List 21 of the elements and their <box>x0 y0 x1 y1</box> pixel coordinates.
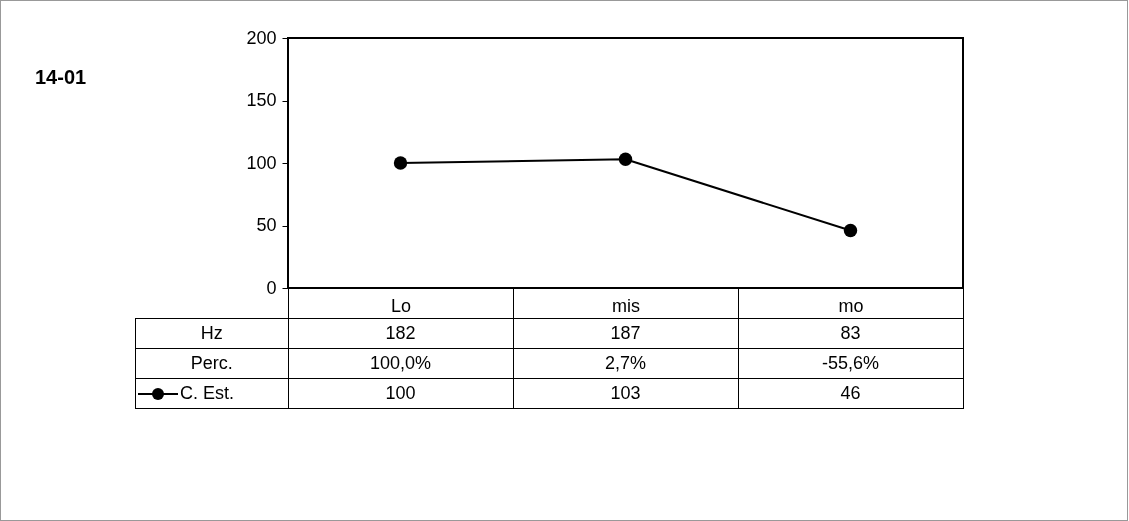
text: 187 <box>610 322 641 343</box>
y-tick-label: 150 <box>246 90 277 110</box>
y-tick-label: 200 <box>246 27 277 48</box>
data-label: 100 <box>288 378 513 408</box>
y-tick-label: 0 <box>266 277 277 298</box>
text: 83 <box>840 322 861 343</box>
text: Hz <box>135 318 288 348</box>
text: 2,7% <box>604 352 647 373</box>
text: 100,0% <box>369 352 432 373</box>
data-label: 103 <box>513 378 738 408</box>
y-tick-label: 100 <box>246 152 277 173</box>
y-tick-label: 50 <box>256 215 277 235</box>
text: Perc. <box>135 348 288 378</box>
text: 14-01 <box>35 66 87 89</box>
x-tick-label: Lo <box>390 295 412 316</box>
legend-label: C. Est. <box>135 378 288 408</box>
text: 182 <box>385 322 416 343</box>
data-label: 46 <box>738 378 963 408</box>
text: -55,6% <box>821 352 880 373</box>
x-tick-label: mo <box>838 295 864 316</box>
x-tick-label: mis <box>612 295 640 316</box>
